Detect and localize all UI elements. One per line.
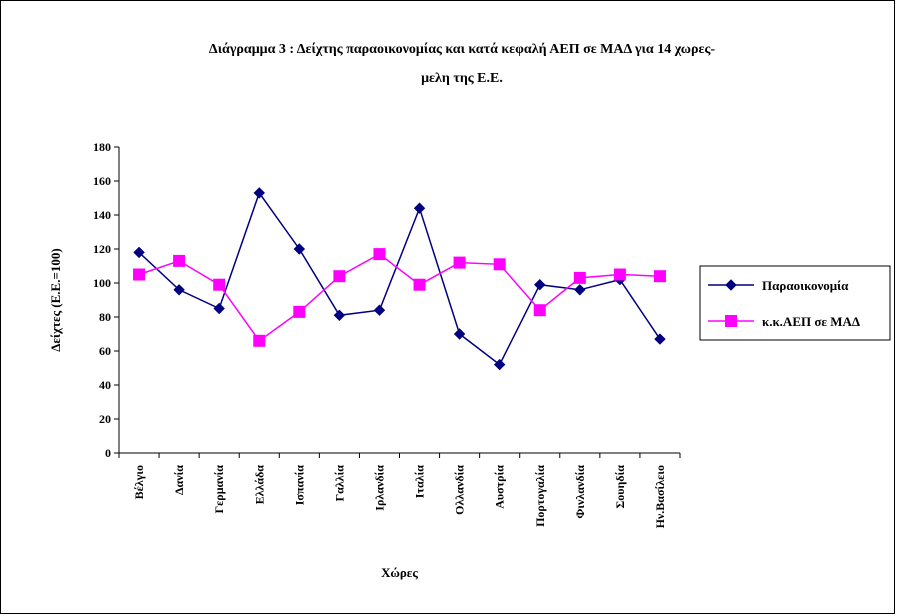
y-tick-label: 140 xyxy=(93,208,111,222)
x-tick-label: Ολλανδία xyxy=(453,465,467,515)
data-point xyxy=(453,328,466,340)
data-point xyxy=(493,258,506,271)
x-tick-label: Δανία xyxy=(172,465,186,495)
y-tick-label: 180 xyxy=(93,140,111,154)
data-point xyxy=(654,333,666,345)
x-tick-label: Φινλανδία xyxy=(573,465,587,519)
data-point xyxy=(534,278,546,291)
data-point xyxy=(493,358,506,371)
y-axis-title: Δείχτες (Ε.Ε.=100) xyxy=(48,248,63,351)
data-point xyxy=(133,246,145,259)
y-tick-label: 80 xyxy=(99,310,111,324)
y-tick-label: 60 xyxy=(99,344,111,358)
x-tick-label: Πορτογαλία xyxy=(533,465,547,527)
data-point xyxy=(574,284,586,296)
chart-title-line-2: μελη της Ε.Ε. xyxy=(421,71,503,86)
x-axis-title: Χώρες xyxy=(381,565,418,580)
x-tick-label: Ιταλία xyxy=(413,465,427,499)
x-tick-label: Ην.Βασίλειο xyxy=(653,465,667,528)
data-point xyxy=(133,268,146,281)
y-tick-label: 100 xyxy=(93,276,111,290)
data-point xyxy=(213,302,225,315)
y-tick-label: 40 xyxy=(99,378,111,392)
legend-label: κ.κ.ΑΕΠ σε ΜΑΔ xyxy=(762,314,860,329)
series-line xyxy=(138,253,660,342)
data-point xyxy=(333,309,346,322)
series-2 xyxy=(133,248,666,347)
data-point xyxy=(293,305,306,318)
data-point xyxy=(653,270,666,283)
data-point xyxy=(373,248,386,261)
data-point xyxy=(373,304,386,316)
legend-item-1: Παραοικονομία xyxy=(708,278,849,293)
x-ticks: Βέλγιο Δανία Γερμανία Ελλάδα Ισπανία Γαλλία Ιρ… xyxy=(118,453,681,528)
x-tick-label: Αυστρία xyxy=(493,465,507,509)
legend-label: Παραοικονομία xyxy=(762,278,849,293)
data-point xyxy=(213,278,226,291)
chart-title: Διάγραμμα 3 : Δείχτης παραοικονομίας και… xyxy=(209,42,715,86)
legend-swatch-marker xyxy=(725,315,737,327)
y-tick-label: 160 xyxy=(93,174,111,188)
data-point xyxy=(333,270,346,283)
x-tick-label: Βέλγιο xyxy=(132,465,146,499)
axes xyxy=(118,147,680,454)
legend-swatch-marker xyxy=(725,279,737,291)
x-tick-label: Ιρλανδία xyxy=(372,465,386,511)
y-tick-label: 0 xyxy=(105,446,111,460)
y-tick-label: 120 xyxy=(93,242,111,256)
x-tick-label: Γαλλία xyxy=(332,465,346,502)
data-point xyxy=(453,256,466,269)
legend: Παραοικονομία κ.κ.ΑΕΠ σε ΜΑΔ xyxy=(699,265,891,341)
y-ticks: 0 20 40 60 80 100 120 140 160 180 xyxy=(93,140,119,460)
data-point xyxy=(173,254,186,267)
x-tick-label: Ελλάδα xyxy=(252,465,266,505)
y-tick-label: 20 xyxy=(99,412,111,426)
data-point xyxy=(613,268,626,281)
legend-box xyxy=(699,265,891,341)
data-point xyxy=(413,278,426,291)
series-layer xyxy=(133,187,666,371)
x-tick-label: Σουηδία xyxy=(613,465,627,509)
x-tick-label: Ισπανία xyxy=(292,465,306,506)
data-point xyxy=(573,271,586,284)
data-point xyxy=(533,304,546,317)
chart-title-line-1: Διάγραμμα 3 : Δείχτης παραοικονομίας και… xyxy=(209,42,715,57)
series-line xyxy=(138,191,661,366)
x-tick-label: Γερμανία xyxy=(212,465,226,514)
series-1 xyxy=(133,187,666,371)
data-point xyxy=(293,243,306,255)
data-point xyxy=(253,187,265,199)
data-point xyxy=(413,202,426,214)
data-point xyxy=(253,334,266,347)
data-point xyxy=(173,284,185,296)
legend-item-2: κ.κ.ΑΕΠ σε ΜΑΔ xyxy=(708,314,860,329)
